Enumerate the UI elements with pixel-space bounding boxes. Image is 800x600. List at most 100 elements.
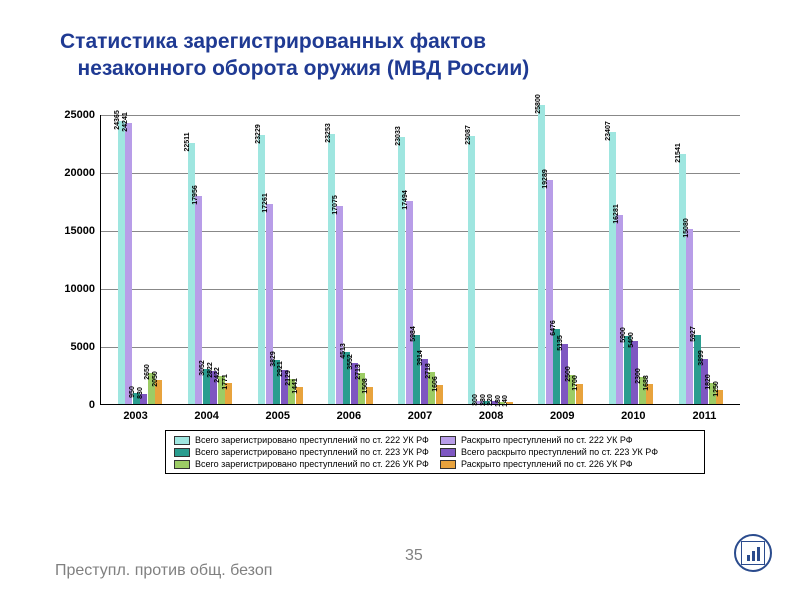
bar: 17261: [266, 204, 273, 404]
x-tick-label: 2011: [669, 410, 740, 422]
x-tick-label: 2010: [598, 410, 669, 422]
bar-value-label: 2650: [144, 364, 151, 380]
legend-label: Раскрыто преступлений по ст. 226 УК РФ: [461, 459, 633, 469]
year-group: 23087300280220180140: [456, 136, 526, 404]
bar-value-label: 140: [502, 396, 509, 408]
bar: 25800: [538, 105, 545, 404]
bar: 2050: [155, 380, 162, 404]
bar-value-label: 3914: [417, 350, 424, 366]
year-group: 243652424195083026502050: [105, 121, 175, 404]
bars-container: 2436524241950830265020502251117956305228…: [101, 115, 740, 404]
bar-value-label: 1820: [705, 374, 712, 390]
x-tick-label: 2007: [384, 410, 455, 422]
legend-label: Всего зарегистрировано преступлений по с…: [195, 447, 429, 457]
bar-value-label: 5400: [628, 333, 635, 349]
legend: Всего зарегистрировано преступлений по с…: [165, 430, 705, 474]
bar: 1508: [366, 387, 373, 404]
bar-value-label: 21541: [675, 143, 682, 162]
legend-swatch: [174, 460, 190, 469]
legend-swatch: [440, 436, 456, 445]
year-group: 21541150805927389918201250: [666, 154, 736, 404]
bar-value-label: 17956: [192, 185, 199, 204]
bar: 5927: [694, 335, 701, 404]
legend-label: Раскрыто преступлений по ст. 222 УК РФ: [461, 435, 633, 445]
page-number: 35: [405, 547, 423, 565]
bar-value-label: 23087: [465, 125, 472, 144]
legend-swatch: [174, 436, 190, 445]
y-tick-label: 10000: [64, 283, 95, 295]
bar: 19289: [546, 180, 553, 404]
bar-value-label: 1606: [432, 377, 439, 393]
bar: 1606: [436, 385, 443, 404]
bar-value-label: 1250: [713, 381, 720, 397]
year-group: 23033174945984391427181606: [385, 137, 455, 404]
bar: 15080: [686, 229, 693, 404]
x-tick-label: 2006: [313, 410, 384, 422]
legend-swatch: [440, 448, 456, 457]
bar-value-label: 23229: [255, 124, 262, 143]
bar-value-label: 5927: [690, 326, 697, 342]
bar: 140: [506, 402, 513, 404]
bar-value-label: 5900: [620, 327, 627, 343]
bar-value-label: 2921: [277, 361, 284, 377]
bar: 24365: [118, 121, 125, 404]
bar-value-label: 3052: [199, 360, 206, 376]
bar-value-label: 17075: [332, 195, 339, 214]
bar: 22511: [188, 143, 195, 404]
bar: 23033: [398, 137, 405, 404]
bar-value-label: 300: [472, 394, 479, 406]
bar-value-label: 23407: [605, 122, 612, 141]
legend-label: Всего раскрыто преступлений по ст. 223 У…: [461, 447, 658, 457]
legend-label: Всего зарегистрировано преступлений по с…: [195, 435, 429, 445]
bar-value-label: 23033: [395, 126, 402, 145]
bar-value-label: 17494: [402, 190, 409, 209]
bar-value-label: 6476: [550, 320, 557, 336]
bar: 21541: [679, 154, 686, 404]
bar: 23253: [328, 134, 335, 404]
bar-value-label: 22511: [184, 132, 191, 151]
legend-item: Всего раскрыто преступлений по ст. 223 У…: [440, 447, 696, 457]
x-tick-label: 2003: [100, 410, 171, 422]
bar-value-label: 3552: [347, 354, 354, 370]
legend-label: Всего зарегистрировано преступлений по с…: [195, 459, 429, 469]
bar: 1771: [225, 383, 232, 404]
bar-value-label: 2713: [355, 364, 362, 380]
bar-value-label: 24365: [114, 111, 121, 130]
bar: 1700: [576, 384, 583, 404]
bar-value-label: 25800: [535, 94, 542, 113]
bar: 16281: [616, 215, 623, 404]
bar-value-label: 220: [487, 395, 494, 407]
bar-value-label: 5135: [557, 336, 564, 352]
legend-item: Всего зарегистрировано преступлений по с…: [174, 435, 430, 445]
logo-icon: [734, 534, 772, 572]
bar: 830: [140, 394, 147, 404]
y-tick-label: 5000: [71, 341, 95, 353]
y-tick-label: 25000: [64, 109, 95, 121]
bar-value-label: 24241: [122, 112, 129, 131]
legend-swatch: [174, 448, 190, 457]
x-tick-label: 2008: [456, 410, 527, 422]
bar-value-label: 3829: [270, 351, 277, 367]
bar-value-label: 19289: [542, 170, 549, 189]
year-group: 23407162815900540023001688: [596, 132, 666, 404]
bar: 1688: [646, 384, 653, 404]
bar-value-label: 1700: [572, 375, 579, 391]
x-tick-label: 2004: [171, 410, 242, 422]
x-tick-label: 2009: [527, 410, 598, 422]
year-group: 23229172613829292121291441: [245, 135, 315, 404]
bar-value-label: 950: [129, 386, 136, 398]
title-line-2: незаконного оборота оружия (МВД России): [78, 57, 530, 80]
bar-value-label: 1441: [292, 379, 299, 395]
bar-chart: 0500010000150002000025000 24365242419508…: [100, 115, 740, 405]
bar-value-label: 2050: [152, 371, 159, 387]
title-line-1: Статистика зарегистрированных фактов: [60, 30, 486, 53]
year-group: 25800192896476513525001700: [526, 105, 596, 404]
bar-value-label: 2718: [425, 364, 432, 380]
bar: 24241: [125, 123, 132, 404]
legend-item: Всего зарегистрировано преступлений по с…: [174, 447, 430, 457]
bar-value-label: 2300: [635, 369, 642, 385]
x-axis-labels: 200320042005200620072008200920102011: [100, 410, 740, 422]
bar-value-label: 15080: [683, 218, 690, 237]
bar-value-label: 830: [137, 388, 144, 400]
bar-value-label: 2129: [285, 371, 292, 387]
